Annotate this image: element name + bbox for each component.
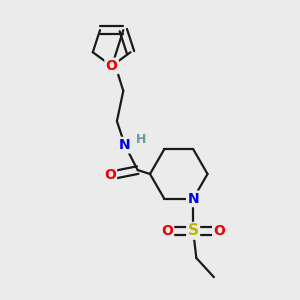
Text: S: S bbox=[188, 223, 199, 238]
Text: O: O bbox=[161, 224, 173, 238]
Text: O: O bbox=[106, 59, 118, 73]
Text: H: H bbox=[136, 133, 147, 146]
Text: O: O bbox=[104, 168, 116, 182]
Text: N: N bbox=[119, 138, 131, 152]
Text: O: O bbox=[213, 224, 225, 238]
Text: N: N bbox=[187, 192, 199, 206]
